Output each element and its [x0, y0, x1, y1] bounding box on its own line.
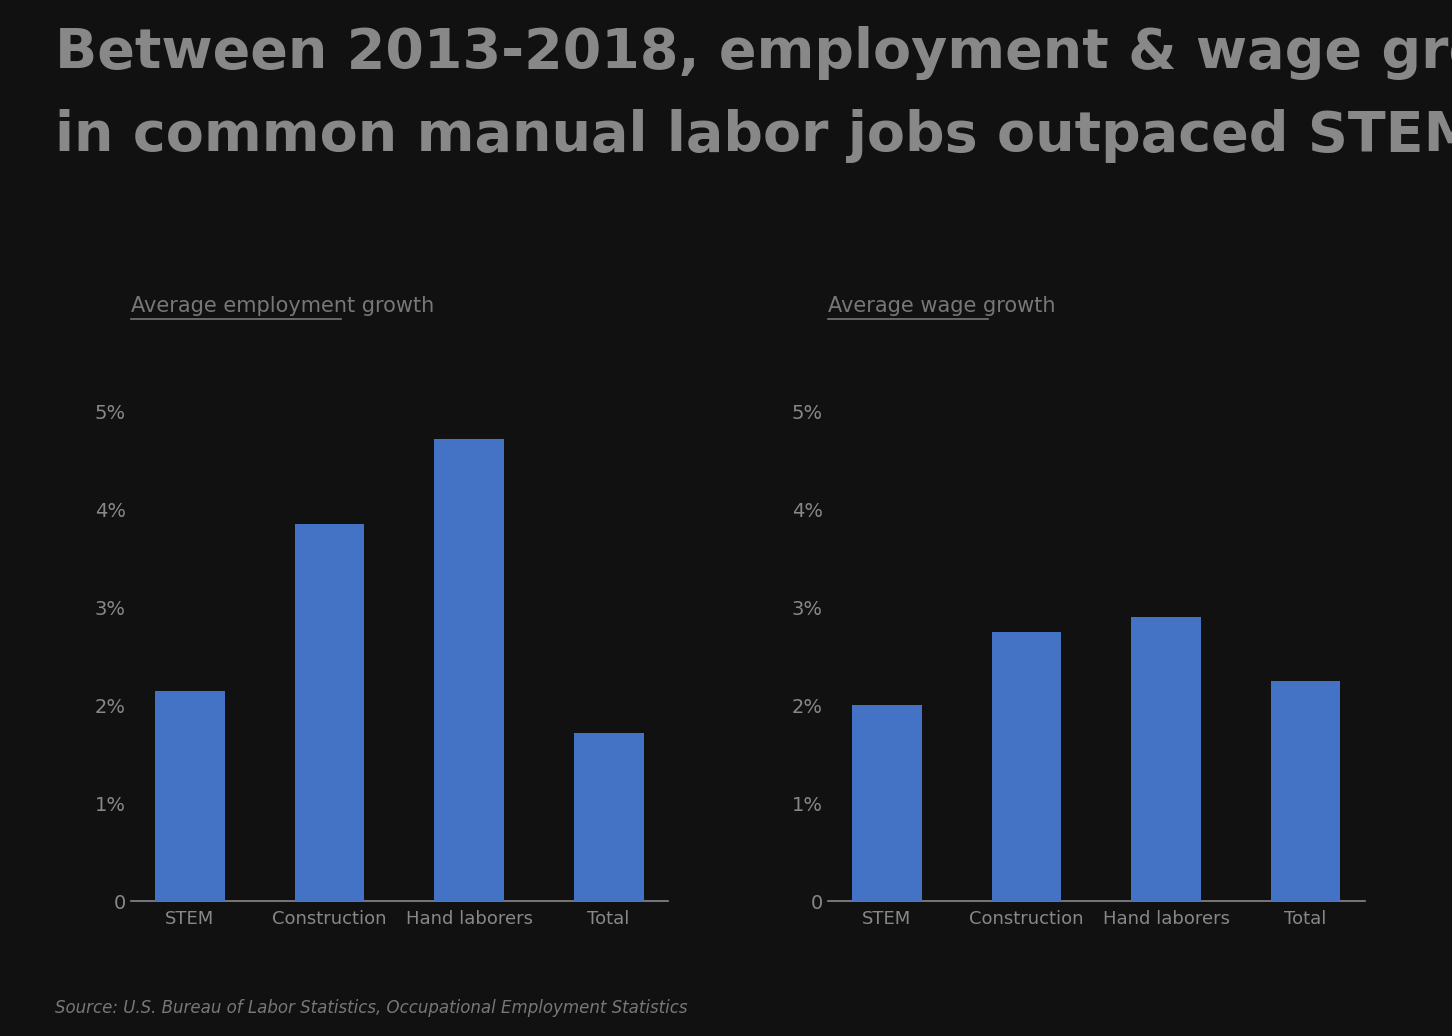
Text: Between 2013-2018, employment & wage growth: Between 2013-2018, employment & wage gro… [55, 26, 1452, 80]
Text: in common manual labor jobs outpaced STEM: in common manual labor jobs outpaced STE… [55, 109, 1452, 163]
Bar [992, 632, 1061, 901]
Text: Source: U.S. Bureau of Labor Statistics, Occupational Employment Statistics: Source: U.S. Bureau of Labor Statistics,… [55, 1000, 688, 1017]
Bar [574, 732, 643, 901]
Text: Average wage growth: Average wage growth [828, 296, 1056, 316]
Bar [852, 706, 922, 901]
Bar [1131, 617, 1201, 901]
Text: Average employment growth: Average employment growth [131, 296, 434, 316]
Bar [434, 439, 504, 901]
Bar [155, 691, 225, 901]
Bar [1270, 681, 1340, 901]
Bar [295, 524, 364, 901]
